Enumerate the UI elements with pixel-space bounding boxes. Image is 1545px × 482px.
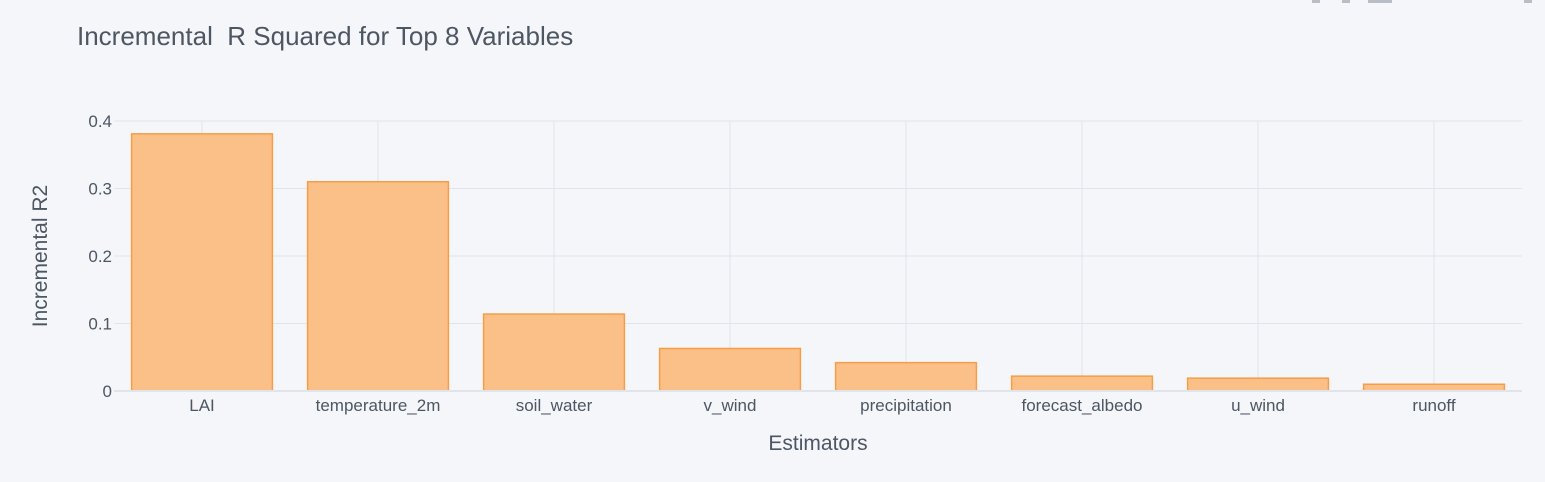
- bars-layer: [130, 133, 1506, 392]
- x-tick-label: soil_water: [516, 396, 593, 415]
- y-tick-labels: 0 0.1 0.2 0.3 0.4: [88, 112, 112, 401]
- x-tick-label: u_wind: [1231, 396, 1285, 415]
- bar-v-wind[interactable]: [658, 347, 802, 392]
- bar-soil-water[interactable]: [482, 313, 626, 392]
- y-tick-label: 0: [103, 382, 112, 401]
- modebar-icon[interactable]: [1342, 0, 1350, 3]
- bar-u-wind[interactable]: [1186, 377, 1330, 392]
- chart-title: Incremental R Squared for Top 8 Variable…: [77, 21, 573, 51]
- x-tick-label: temperature_2m: [316, 396, 441, 415]
- y-tick-label: 0.2: [88, 247, 112, 266]
- bar-temperature-2m[interactable]: [306, 181, 450, 392]
- x-tick-label: LAI: [189, 396, 215, 415]
- bar-runoff[interactable]: [1362, 383, 1506, 392]
- modebar-icon[interactable]: [1524, 0, 1532, 3]
- x-tick-label: runoff: [1412, 396, 1455, 415]
- y-axis-title: Incremental R2: [29, 185, 52, 327]
- y-tick-label: 0.4: [88, 112, 112, 131]
- bar-lai[interactable]: [130, 133, 274, 392]
- x-tick-labels: LAI temperature_2m soil_water v_wind precipi…: [189, 396, 1456, 415]
- bar-forecast-albedo[interactable]: [1010, 375, 1154, 392]
- y-tick-label: 0.3: [88, 180, 112, 199]
- modebar-icon[interactable]: [1368, 0, 1392, 3]
- x-tick-label: v_wind: [704, 396, 757, 415]
- y-tick-label: 0.1: [88, 315, 112, 334]
- x-tick-label: precipitation: [860, 396, 952, 415]
- x-tick-label: forecast_albedo: [1022, 396, 1143, 415]
- modebar-icon[interactable]: [1312, 0, 1320, 3]
- bar-precipitation[interactable]: [834, 361, 978, 392]
- x-axis-title: Estimators: [768, 432, 867, 455]
